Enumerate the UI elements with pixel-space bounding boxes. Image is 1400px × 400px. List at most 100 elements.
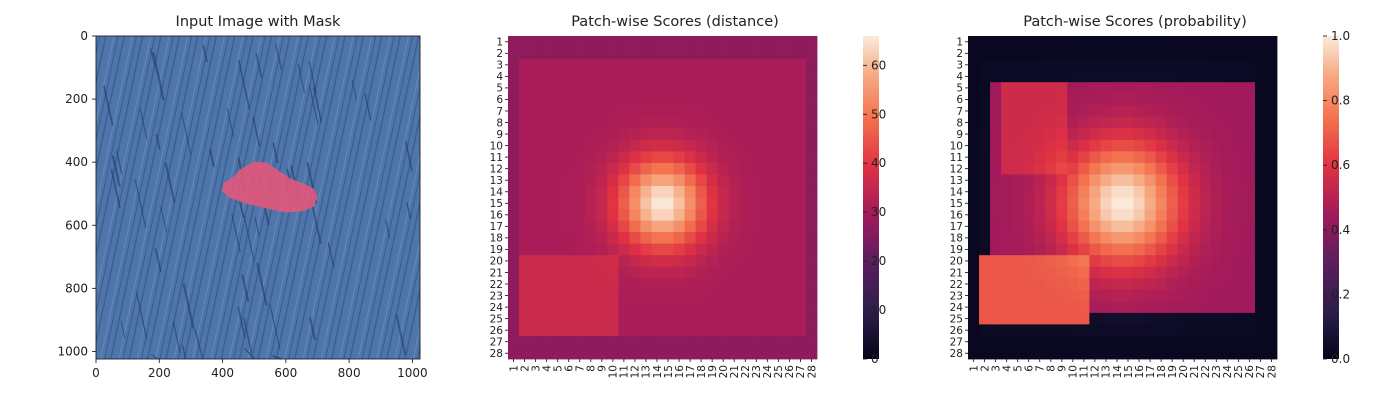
heatmap-cell	[1089, 335, 1101, 348]
heatmap-cell	[1078, 266, 1090, 279]
heatmap-cell	[717, 105, 730, 118]
heatmap-cell	[1122, 139, 1134, 152]
fabric-streak	[194, 328, 204, 360]
heatmap-cell	[541, 232, 553, 245]
heatmap-cell	[1034, 335, 1046, 348]
heatmap-cell	[1254, 47, 1267, 60]
heatmap-cell	[684, 59, 697, 72]
heatmap-cell	[519, 185, 531, 198]
heatmap-cell	[1012, 82, 1024, 95]
heatmap-cell	[1100, 105, 1112, 118]
heatmap-cell	[695, 116, 708, 129]
heatmap-cell	[695, 312, 708, 325]
heatmap-cell	[684, 82, 697, 95]
heatmap-cell	[1166, 232, 1179, 245]
heatmap-cell	[968, 312, 980, 325]
col-tick-label: 5	[1012, 365, 1024, 372]
heatmap-cell	[508, 59, 520, 72]
heatmap-cell	[1166, 59, 1179, 72]
heatmap-cell	[706, 105, 719, 118]
heatmap-cell	[739, 266, 752, 279]
heatmap-cell	[1034, 324, 1046, 337]
heatmap-cell	[673, 243, 685, 256]
heatmap-cell	[662, 255, 674, 268]
heatmap-cell	[706, 312, 719, 325]
heatmap-cell	[1111, 162, 1123, 175]
heatmap-cell	[530, 220, 542, 233]
heatmap-cell	[968, 232, 980, 245]
heatmap-cell	[530, 105, 542, 118]
heatmap-cell	[728, 36, 741, 48]
heatmap-cell	[1078, 93, 1090, 106]
heatmap-cell	[706, 266, 719, 279]
fabric-streak	[231, 213, 241, 253]
heatmap-cell	[508, 266, 520, 279]
heatmap-cell	[783, 59, 796, 72]
heatmap-cell	[805, 162, 818, 175]
heatmap-cell	[673, 105, 685, 118]
heatmap-cell	[750, 139, 763, 152]
heatmap-cell	[651, 59, 663, 72]
probability-colorbar-ticks: 0.00.20.40.60.81.0	[1323, 29, 1350, 366]
heatmap-cell	[805, 128, 818, 141]
heatmap-cell	[706, 335, 719, 348]
heatmap-cell	[761, 47, 774, 60]
row-tick-label: 28	[490, 348, 503, 360]
heatmap-cell	[1265, 243, 1278, 256]
heatmap-cell	[979, 185, 991, 198]
heatmap-cell	[530, 347, 542, 360]
heatmap-cell	[1166, 289, 1179, 302]
heatmap-cell	[1199, 209, 1212, 221]
fabric-streak	[180, 112, 192, 154]
heatmap-cell	[684, 70, 697, 83]
heatmap-cell	[530, 209, 542, 221]
heatmap-cell	[1265, 139, 1278, 152]
heatmap-cell	[596, 105, 608, 118]
heatmap-cell	[508, 324, 520, 337]
heatmap-cell	[563, 70, 575, 83]
heatmap-cell	[596, 36, 608, 48]
colorbar-tick-label: 0.2	[1331, 287, 1350, 301]
heatmap-cell	[750, 47, 763, 60]
heatmap-cell	[1067, 347, 1079, 360]
heatmap-cell	[1100, 289, 1112, 302]
heatmap-cell	[519, 116, 531, 129]
heatmap-cell	[794, 162, 807, 175]
heatmap-cell	[519, 93, 531, 106]
heatmap-cell	[1188, 255, 1201, 268]
heatmap-cell	[706, 209, 719, 221]
heatmap-cell	[1111, 197, 1123, 210]
heatmap-cell	[794, 116, 807, 129]
col-tick-label: 23	[1211, 365, 1223, 378]
heatmap-cell	[519, 278, 531, 291]
heatmap-cell	[519, 312, 531, 325]
heatmap-cell	[563, 128, 575, 141]
heatmap-cell	[1177, 255, 1190, 268]
heatmap-cell	[1155, 232, 1168, 245]
heatmap-cell	[1023, 70, 1035, 83]
heatmap-cell	[1265, 289, 1278, 302]
heatmap-cell	[728, 70, 741, 83]
heatmap-cell	[783, 278, 796, 291]
heatmap-cell	[684, 289, 697, 302]
heatmap-cell	[519, 209, 531, 221]
heatmap-cell	[1144, 70, 1157, 83]
heatmap-cell	[1001, 82, 1013, 95]
heatmap-cell	[1254, 278, 1267, 291]
row-tick-label: 6	[956, 94, 963, 106]
col-tick-label: 19	[707, 365, 719, 378]
heatmap-cell	[673, 82, 685, 95]
heatmap-cell	[1111, 347, 1123, 360]
heatmap-cell	[1045, 209, 1057, 221]
heatmap-cell	[794, 197, 807, 210]
heatmap-cell	[1265, 312, 1278, 325]
heatmap-cell	[607, 266, 619, 279]
heatmap-cell	[750, 289, 763, 302]
heatmap-cell	[607, 347, 619, 360]
heatmap-cell	[1177, 301, 1190, 314]
heatmap-cell	[1188, 139, 1201, 152]
colorbar-tick-label: 0	[871, 352, 879, 366]
heatmap-cell	[1188, 105, 1201, 118]
heatmap-cell	[1089, 243, 1101, 256]
heatmap-cell	[673, 266, 685, 279]
